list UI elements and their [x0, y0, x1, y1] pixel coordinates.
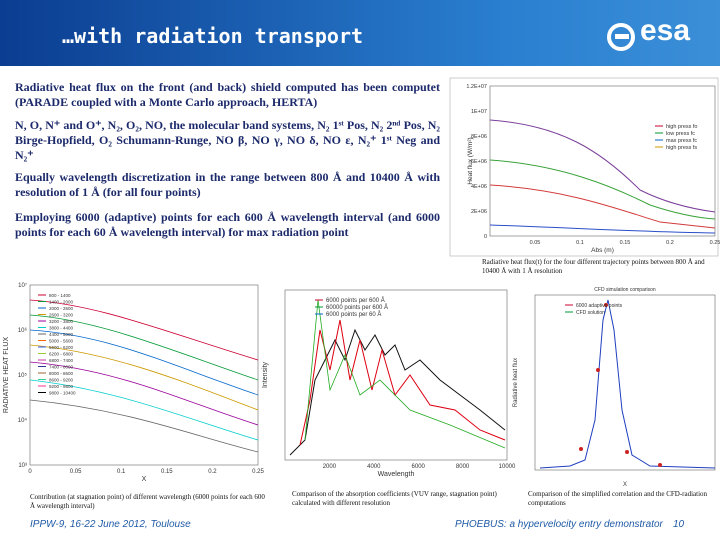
legend-label: 800 - 1400 [49, 293, 71, 298]
legend-label: high press fs [666, 145, 697, 151]
x-axis-label: X [142, 476, 147, 483]
x-axis-label: Abs (m) [591, 247, 614, 254]
y-axis-label: Intensity [262, 361, 269, 388]
caption: Comparison of the absorption coefficient… [292, 490, 497, 507]
x-tick-label: 8000 [456, 464, 470, 470]
x-tick-label: 0.2 [208, 469, 217, 475]
header-band [0, 0, 720, 66]
y-tick-label: 8E+06 [471, 134, 487, 140]
legend-label: 9800 - 10400 [49, 391, 76, 396]
legend-label: 8600 - 9200 [49, 378, 74, 383]
legend-label: max press fc [666, 138, 697, 144]
logo-icon [607, 23, 635, 51]
footer-center: PHOEBUS: a hypervelocity entry demonstra… [455, 519, 663, 530]
legend-label: 9200 - 9800 [49, 384, 74, 389]
paragraph: Employing 6000 (adaptive) points for eac… [15, 210, 440, 239]
legend-label: 2600 - 3200 [49, 313, 74, 318]
chart-title: CFD simulation comparison [594, 287, 656, 293]
x-tick-label: 6000 [412, 464, 426, 470]
legend-label: 4400 - 5000 [49, 332, 74, 337]
legend-label: 3200 - 3800 [49, 319, 74, 324]
legend-label: 6000 points per 600 Å [326, 297, 385, 304]
x-tick-label: 0.25 [710, 240, 720, 246]
paragraph: N, O, N⁺ and O⁺, N₂, O₂, NO, the molecul… [15, 118, 440, 162]
legend-label: 6800 - 7400 [49, 358, 74, 363]
x-tick-label: 2000 [323, 464, 337, 470]
y-tick-label: 10⁵ [18, 372, 28, 379]
y-axis-label: Radiative heat flux [513, 358, 519, 407]
x-tick-label: 0.05 [530, 240, 541, 246]
y-tick-label: 1.2E+07 [466, 84, 487, 90]
footer-left: IPPW-9, 16-22 June 2012, Toulouse [30, 519, 191, 530]
legend-label: 6000 points per 60 Å [326, 311, 381, 318]
x-tick-label: 0.2 [666, 240, 674, 246]
paragraph: Equally wavelength discretization in the… [15, 170, 440, 199]
page-number: 10 [673, 519, 685, 530]
caption: Radiative heat flux(t) for the four diff… [482, 258, 705, 275]
y-tick-label: 0 [484, 234, 487, 240]
legend-label: high press fo [666, 124, 698, 130]
legend-label: 3800 - 4400 [49, 326, 74, 331]
y-tick-label: 10⁶ [18, 327, 28, 334]
legend-label: 7400 - 8000 [49, 365, 74, 370]
x-tick-label: 0 [28, 469, 32, 475]
x-tick-label: 0.05 [70, 469, 82, 475]
x-tick-label: 0.15 [620, 240, 631, 246]
y-axis-label: RADIATIVE HEAT FLUX [3, 337, 10, 414]
caption: Contribution (at stagnation point) of di… [30, 493, 265, 510]
legend-label: 5000 - 5600 [49, 339, 74, 344]
y-axis-label: Heat flux (W/m²) [467, 137, 474, 184]
x-axis-label: X [623, 482, 627, 488]
y-tick-label: 1E+07 [471, 109, 487, 115]
caption: Comparison of the simplified correlation… [528, 490, 708, 507]
legend-label: 60000 points per 600 Å [326, 304, 388, 311]
x-tick-label: 0.25 [252, 469, 264, 475]
legend-label: 6000 adaptive points [576, 303, 623, 309]
legend-label: 1400 - 2000 [49, 300, 74, 305]
legend-label: 2000 - 2600 [49, 306, 74, 311]
x-tick-label: 10000 [499, 464, 516, 470]
x-tick-label: 4000 [367, 464, 381, 470]
legend-label: 5600 - 6200 [49, 345, 74, 350]
paragraph: Radiative heat flux on the front (and ba… [15, 80, 440, 109]
legend-label: CFD solution [576, 310, 605, 316]
logo-text: esa [640, 14, 691, 47]
legend-label: low press fc [666, 131, 695, 137]
legend-label: 8000 - 8600 [49, 371, 74, 376]
y-tick-label: 10⁷ [18, 282, 27, 289]
slide-title: …with radiation transport [62, 24, 364, 48]
y-tick-label: 10⁴ [18, 417, 28, 424]
y-tick-label: 10³ [18, 463, 27, 469]
x-tick-label: 0.1 [117, 469, 126, 475]
x-axis-label: Wavelength [378, 471, 415, 478]
y-tick-label: 4E+06 [471, 184, 487, 190]
y-tick-label: 2E+06 [471, 209, 487, 215]
x-tick-label: 0.15 [161, 469, 173, 475]
legend-label: 6200 - 6800 [49, 352, 74, 357]
y-tick-label: 6E+06 [471, 159, 487, 165]
x-tick-label: 0.1 [576, 240, 584, 246]
